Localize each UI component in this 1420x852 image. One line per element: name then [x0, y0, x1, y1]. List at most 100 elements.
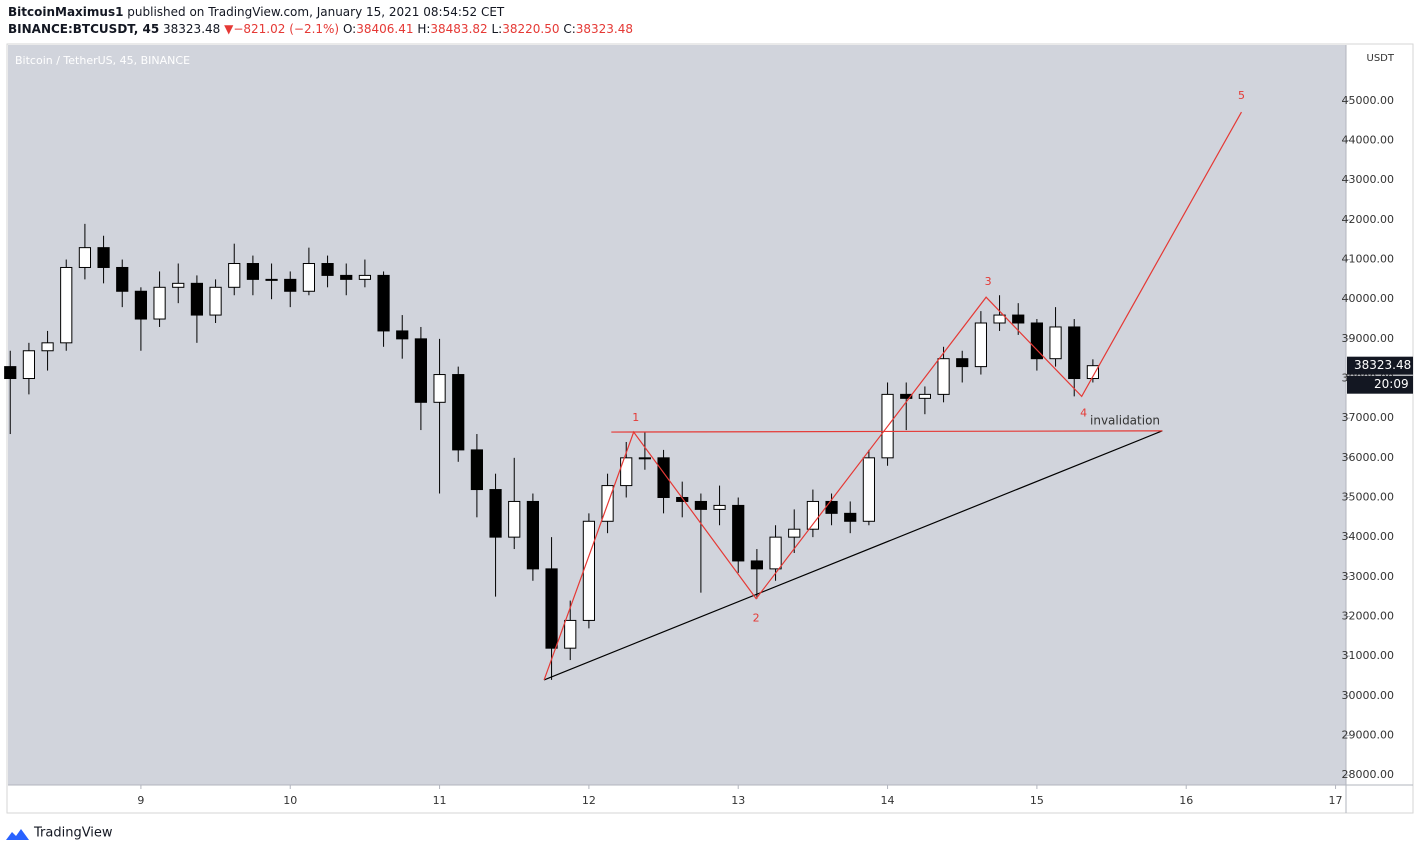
x-tick-label: 14 — [881, 794, 895, 807]
candle-body — [1049, 326, 1062, 360]
wave-path — [543, 111, 1242, 681]
author: BitcoinMaximus1 — [8, 5, 123, 19]
axis-unit: USDT — [1367, 53, 1395, 64]
candle-body — [60, 266, 73, 344]
y-tick-label: 40000.00 — [1342, 292, 1395, 305]
candle-body — [116, 266, 129, 292]
countdown-label: 20:09 — [1374, 377, 1409, 391]
x-tick-label: 12 — [582, 794, 596, 807]
o-label: O: — [343, 22, 356, 36]
wave-label: 2 — [753, 612, 760, 625]
candle-body — [1030, 322, 1043, 360]
plot-area — [8, 45, 1346, 785]
c: 38323.48 — [576, 22, 633, 36]
candle-body — [470, 449, 483, 491]
candle-body — [526, 500, 539, 570]
y-tick-label: 30000.00 — [1342, 689, 1395, 702]
candle-body — [78, 247, 92, 268]
candle-body — [657, 457, 670, 498]
candle-body — [414, 338, 427, 403]
candle-body — [974, 322, 987, 368]
c-label: C: — [563, 22, 575, 36]
y-tick-label: 31000.00 — [1342, 649, 1395, 662]
candle-body — [489, 489, 502, 538]
candle-body — [937, 358, 950, 395]
trendline — [543, 430, 1163, 681]
x-tick-label: 11 — [433, 794, 447, 807]
candle-body — [97, 247, 110, 268]
candle-body — [377, 274, 390, 332]
candle-body — [732, 504, 745, 562]
y-tick-label: 37000.00 — [1342, 411, 1395, 424]
candle-body — [41, 342, 54, 352]
candle-body — [340, 274, 353, 280]
candle-body — [396, 330, 409, 340]
chart-title: Bitcoin / TetherUS, 45, BINANCE — [15, 54, 190, 67]
candle-body — [918, 393, 931, 399]
y-tick-label: 39000.00 — [1342, 332, 1395, 345]
candle-body — [900, 393, 913, 399]
wave-label: 3 — [985, 275, 992, 288]
y-tick-label: 45000.00 — [1342, 94, 1395, 107]
candle-body — [564, 619, 577, 649]
candle-body — [713, 504, 726, 510]
candle-body — [452, 374, 465, 451]
wave-label: 5 — [1238, 89, 1245, 102]
candle-body — [956, 358, 969, 368]
candle-body — [862, 457, 875, 522]
footer-brand: TradingView — [33, 826, 113, 841]
change: −821.02 (−2.1%) — [233, 22, 339, 36]
footer-logo: TradingView — [6, 826, 113, 841]
candle-body — [321, 263, 334, 276]
candle-body — [358, 274, 371, 280]
y-tick-label: 34000.00 — [1342, 530, 1395, 543]
y-tick-label: 43000.00 — [1342, 173, 1395, 186]
candle-body — [4, 366, 17, 380]
candle-body — [788, 528, 801, 538]
y-tick-label: 33000.00 — [1342, 570, 1395, 583]
candle-body — [228, 263, 241, 288]
y-tick-label: 36000.00 — [1342, 451, 1395, 464]
candle-body — [806, 500, 819, 530]
y-tick-label: 42000.00 — [1342, 213, 1395, 226]
wave-label: 1 — [632, 411, 639, 424]
symbol: BINANCE:BTCUSDT, 45 — [8, 22, 159, 36]
y-tick-label: 32000.00 — [1342, 609, 1395, 622]
y-tick-label: 29000.00 — [1342, 728, 1395, 741]
candle-body — [769, 536, 782, 570]
last-price-box — [1347, 356, 1413, 375]
candle-body — [246, 263, 260, 280]
l-label: L: — [491, 22, 502, 36]
h-label: H: — [417, 22, 430, 36]
logo-icon — [6, 829, 29, 840]
y-tick-label: 35000.00 — [1342, 490, 1395, 503]
candle-body — [638, 457, 651, 460]
candle-body — [153, 286, 166, 320]
candle-body — [134, 290, 148, 320]
x-tick-label: 16 — [1179, 794, 1193, 807]
y-tick-label: 41000.00 — [1342, 253, 1395, 266]
y-tick-label: 28000.00 — [1342, 768, 1395, 781]
o: 38406.41 — [356, 22, 413, 36]
candle-body — [825, 500, 838, 514]
symbol-line: BINANCE:BTCUSDT, 45 38323.48 ▼−821.02 (−… — [8, 22, 633, 36]
candle-body — [190, 282, 204, 316]
candle-body — [620, 457, 633, 487]
candle-body — [1086, 365, 1099, 380]
x-tick-label: 13 — [731, 794, 745, 807]
candle-body — [302, 263, 316, 292]
candle-body — [508, 500, 521, 538]
x-tick-label: 15 — [1030, 794, 1044, 807]
candle-body — [1068, 326, 1081, 380]
candle-body — [694, 500, 707, 510]
published: published on TradingView.com, January 15… — [127, 5, 505, 19]
candle-body — [993, 314, 1006, 324]
candle-body — [433, 374, 446, 403]
last: 38323.48 — [163, 22, 220, 36]
last-price-label: 38323.48 — [1354, 358, 1411, 372]
candle-body — [265, 278, 278, 281]
invalidation-line — [611, 430, 1163, 433]
y-tick-label: 44000.00 — [1342, 134, 1395, 147]
l: 38220.50 — [502, 22, 559, 36]
